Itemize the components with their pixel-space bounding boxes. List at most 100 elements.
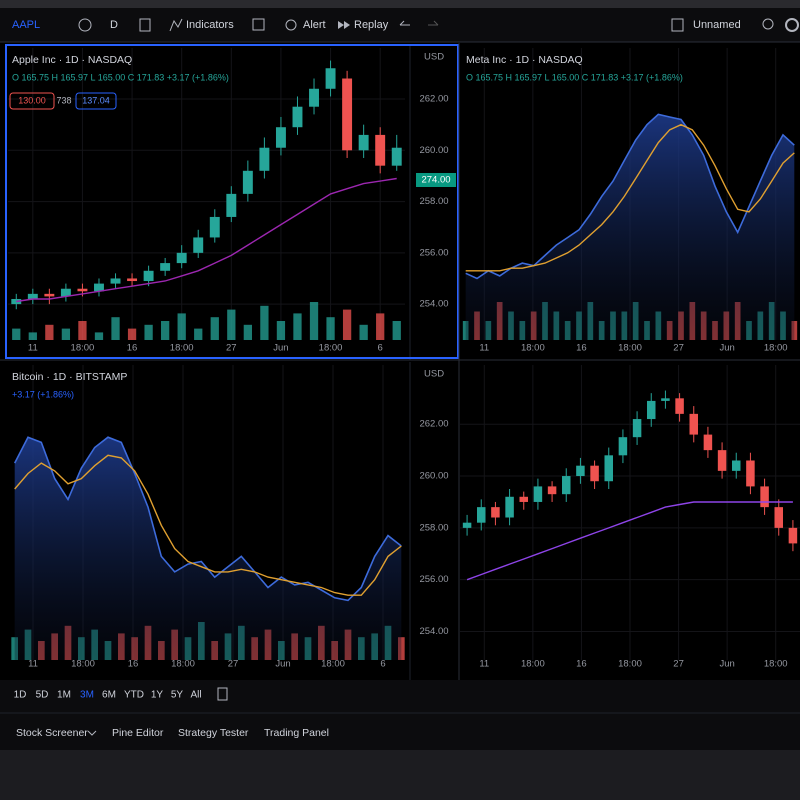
panel-tab[interactable]: Trading Panel (264, 727, 329, 739)
indicators-icon (169, 18, 183, 32)
candle-body (375, 134, 386, 166)
layout-name[interactable]: Unnamed (693, 19, 741, 31)
x-tick-label: 27 (228, 659, 239, 670)
y-tick-label: 254.00 (419, 626, 448, 637)
volume-bar (392, 321, 401, 340)
range-button[interactable]: 5D (36, 690, 49, 701)
candle-body (788, 527, 798, 544)
volume-bar (309, 302, 319, 340)
x-tick-label: 11 (28, 659, 38, 670)
replay-icon (338, 21, 350, 29)
area-fill (465, 114, 795, 341)
y-tick-label: 262.00 (419, 419, 448, 430)
settings-icon[interactable] (785, 18, 799, 32)
templates-icon[interactable] (252, 18, 265, 31)
symbol[interactable]: AAPL (12, 19, 40, 31)
range-button[interactable]: 6M (102, 690, 116, 701)
candle-body (275, 127, 286, 148)
x-tick-label: 18:00 (71, 659, 95, 670)
candle-body (11, 298, 22, 305)
moving-average (465, 123, 795, 272)
pane-title: Bitcoin · 1D · BITSTAMP (12, 371, 127, 383)
x-tick-label: 11 (479, 659, 489, 670)
candle-body (462, 522, 472, 528)
ohlc: O 165.75 H 165.97 L 165.00 C 171.83 +3.1… (12, 72, 229, 82)
candle-body (309, 88, 319, 107)
x-tick-label: 16 (128, 659, 139, 670)
panel-tab[interactable]: Stock Screener (16, 727, 88, 739)
candle-body (127, 278, 138, 282)
search-icon[interactable] (762, 18, 774, 30)
candle-body (675, 398, 684, 414)
candle-body (60, 288, 71, 297)
chart-type-icon[interactable] (139, 18, 151, 32)
footer (0, 750, 800, 800)
x-tick-label: 27 (673, 659, 684, 670)
range-button[interactable]: 1D (14, 690, 27, 701)
candle-body (562, 476, 571, 495)
candle-body (110, 278, 121, 284)
range-button[interactable]: 1M (57, 690, 71, 701)
x-tick-label: 18:00 (618, 659, 642, 670)
alert-icon (285, 19, 297, 31)
toolbar-item[interactable]: Replay (354, 19, 389, 31)
volume-bar (398, 637, 405, 660)
volume-bar (359, 324, 368, 340)
x-tick-label: 18:00 (521, 659, 545, 670)
layout-icon[interactable] (671, 18, 684, 32)
panel-tab[interactable]: Pine Editor (112, 727, 164, 739)
dropdown-icon[interactable] (87, 730, 97, 736)
range-button[interactable]: 3M (80, 690, 94, 701)
volume-bar (61, 328, 71, 340)
candle-body (760, 486, 769, 508)
x-tick-label: 27 (673, 343, 684, 354)
candle-body (176, 252, 187, 264)
candle-body (519, 496, 528, 502)
range-bar (0, 680, 800, 712)
price-tag-bg (416, 173, 456, 187)
panel-tab[interactable]: Strategy Tester (178, 727, 249, 739)
range-button[interactable]: 5Y (171, 690, 184, 701)
add-symbol-icon[interactable] (78, 18, 92, 32)
candle-body (533, 486, 543, 502)
range-button[interactable]: All (190, 690, 201, 701)
volume-bar (94, 332, 104, 340)
active-pane-border (5, 44, 459, 359)
x-tick-label: Jun (719, 343, 734, 354)
interval[interactable]: D (110, 19, 118, 31)
x-tick-label: 16 (576, 343, 587, 354)
candle-body (491, 507, 500, 518)
range-button[interactable]: 1Y (151, 690, 164, 701)
volume-bar (210, 317, 219, 340)
x-tick-label: 11 (28, 343, 38, 354)
candle-body (774, 507, 783, 528)
pane-title: Apple Inc · 1D · NASDAQ (12, 54, 132, 66)
toolbar-item[interactable]: Indicators (186, 19, 234, 31)
x-tick-label: 18:00 (618, 343, 642, 354)
candle-body (618, 437, 628, 456)
badge[interactable] (9, 92, 55, 110)
currency: USD (424, 369, 444, 380)
volume-bar (243, 324, 252, 340)
x-tick-label: 11 (479, 343, 489, 354)
price-tag: 274.00 (421, 175, 450, 186)
y-tick-label: 260.00 (419, 145, 448, 156)
y-tick-label: 256.00 (419, 574, 448, 585)
x-tick-label: 6 (380, 659, 385, 670)
toolbar-item[interactable]: Alert (303, 19, 326, 31)
y-tick-label: 258.00 (419, 522, 448, 533)
redo-icon[interactable] (428, 20, 439, 26)
date-range-icon[interactable] (217, 687, 228, 701)
badge[interactable] (75, 92, 117, 110)
volume-bar (144, 324, 153, 340)
candle-body (689, 413, 698, 435)
volume-bar (45, 324, 54, 340)
candle-body (717, 450, 727, 471)
x-tick-label: Jun (719, 659, 734, 670)
candle-body (259, 147, 270, 171)
range-button[interactable]: YTD (124, 690, 144, 701)
panes: 11 18:00 16 18:00 27 Jun 18:00 6 262.00 260.00 258… (0, 43, 800, 680)
undo-icon[interactable] (399, 20, 410, 26)
candle-body (661, 398, 670, 401)
